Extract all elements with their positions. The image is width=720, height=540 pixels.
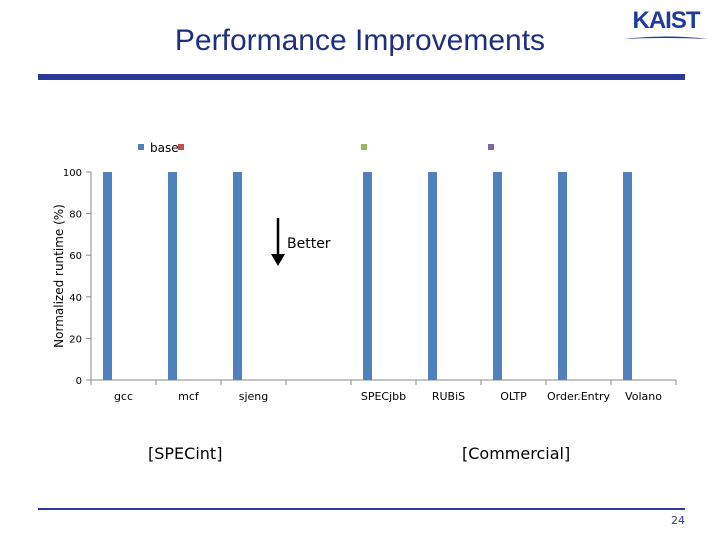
x-tick-label: Order.Entry — [547, 390, 611, 403]
group-label-commercial: [Commercial] — [462, 444, 571, 463]
title-rule — [38, 74, 685, 80]
slide-title: Performance Improvements — [174, 24, 546, 57]
bar-base — [363, 172, 372, 380]
y-tick-label: 100 — [63, 168, 82, 179]
group-label-specint: [SPECint] — [148, 444, 223, 463]
annotation-label: Better — [287, 236, 331, 252]
bar-base — [168, 172, 177, 380]
footer-rule — [38, 508, 685, 510]
x-tick-label: sjeng — [239, 390, 269, 403]
x-tick-label: OLTP — [500, 390, 527, 403]
x-tick-label: RUBiS — [432, 390, 465, 403]
y-axis-label: Normalized runtime (%) — [52, 204, 66, 348]
legend-swatch — [361, 144, 367, 150]
x-tick-label: gcc — [114, 390, 133, 403]
legend-swatch — [488, 144, 494, 150]
y-tick-label: 60 — [69, 251, 82, 262]
legend-swatch — [178, 144, 184, 150]
legend-label: base — [150, 141, 179, 155]
legend-swatch — [138, 144, 144, 150]
bar-base — [558, 172, 567, 380]
y-tick-label: 0 — [76, 376, 82, 387]
bar-base — [493, 172, 502, 380]
page-number: 24 — [671, 514, 685, 527]
bar-base — [623, 172, 632, 380]
logo-swoosh-icon — [624, 36, 708, 39]
bar-base — [428, 172, 437, 380]
x-tick-label: Volano — [625, 390, 662, 403]
bar-base — [233, 172, 242, 380]
logo-text: KAIST — [632, 7, 701, 34]
down-arrow-icon — [271, 254, 285, 266]
x-tick-label: mcf — [178, 390, 200, 403]
kaist-logo: KAIST — [620, 8, 712, 42]
x-tick-label: SPECjbb — [361, 390, 406, 403]
y-tick-label: 80 — [69, 210, 82, 221]
y-tick-label: 20 — [69, 334, 82, 345]
y-tick-label: 40 — [69, 293, 82, 304]
bar-base — [103, 172, 112, 380]
